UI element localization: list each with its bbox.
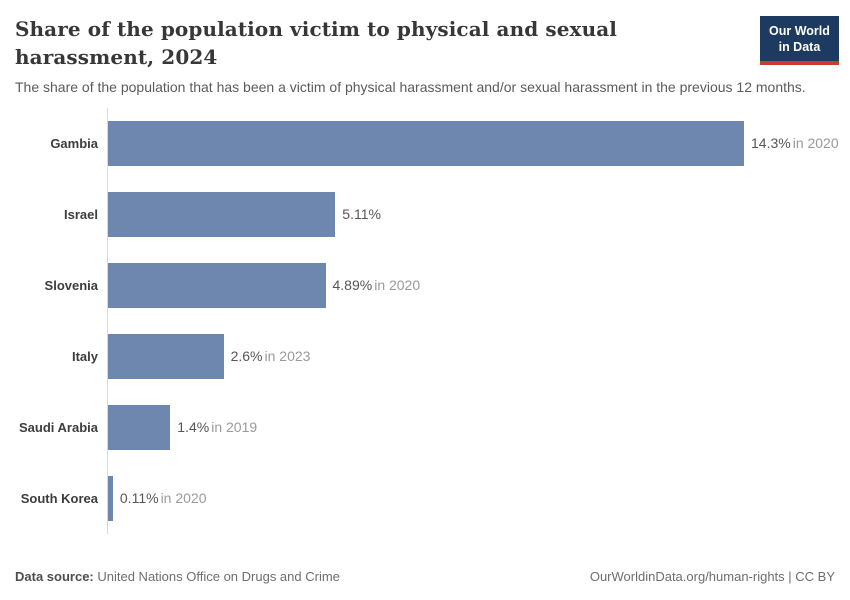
bar-track: 14.3% in 2020 xyxy=(107,107,839,179)
bar[interactable] xyxy=(108,262,326,308)
value-label-group: 0.11% in 2020 xyxy=(120,490,207,506)
bar-track: 5.11% xyxy=(107,178,835,250)
value-label: 4.89% xyxy=(332,277,373,294)
category-label[interactable]: Israel xyxy=(64,206,98,222)
bar-row: Italy 2.6% in 2023 xyxy=(15,320,835,392)
bar-row: Israel 5.11% xyxy=(15,178,835,250)
credit-link[interactable]: OurWorldinData.org/human-rights | CC BY xyxy=(589,569,835,584)
year-label: in 2019 xyxy=(211,419,258,436)
category-label[interactable]: South Korea xyxy=(20,490,98,506)
bar-chart: Gambia 14.3% in 2020 Israel 5.11% Slovenia 4.8… xyxy=(15,107,839,534)
category-label[interactable]: Gambia xyxy=(50,135,98,151)
category-label[interactable]: Slovenia xyxy=(44,277,98,293)
value-label: 0.11% xyxy=(119,490,159,507)
bar[interactable] xyxy=(108,120,744,166)
data-source-value: United Nations Office on Drugs and Crime xyxy=(93,569,340,584)
chart-title: Share of the population victim to physic… xyxy=(15,17,617,69)
owid-logo-line1: Our World xyxy=(769,24,830,38)
bar-track: 1.4% in 2019 xyxy=(107,391,835,463)
year-label: in 2023 xyxy=(264,348,311,365)
year-label: in 2020 xyxy=(374,277,421,294)
owid-logo[interactable]: Our World in Data xyxy=(760,16,839,65)
value-label-group: 14.3% in 2020 xyxy=(751,135,839,151)
data-source: Data source: United Nations Office on Dr… xyxy=(15,569,340,584)
bar-track: 0.11% in 2020 xyxy=(107,462,835,534)
bar[interactable] xyxy=(108,333,224,379)
bar-row: South Korea 0.11% in 2020 xyxy=(15,462,835,534)
value-label: 14.3% xyxy=(751,135,791,152)
footer: Data source: United Nations Office on Dr… xyxy=(15,569,835,584)
bar-row: Saudi Arabia 1.4% in 2019 xyxy=(15,391,835,463)
bar-track: 2.6% in 2023 xyxy=(107,320,835,392)
year-label: in 2020 xyxy=(792,135,839,152)
value-label-group: 1.4% in 2019 xyxy=(177,419,257,435)
bar[interactable] xyxy=(108,475,113,521)
value-label: 2.6% xyxy=(230,348,263,365)
category-label[interactable]: Saudi Arabia xyxy=(19,419,98,435)
value-label: 1.4% xyxy=(177,419,210,436)
chart-subtitle: The share of the population that has bee… xyxy=(15,79,806,96)
value-label-group: 4.89% in 2020 xyxy=(333,277,421,293)
data-source-label: Data source: xyxy=(15,569,94,584)
bar-row: Gambia 14.3% in 2020 xyxy=(15,107,839,179)
category-label[interactable]: Italy xyxy=(71,348,98,364)
value-label-group: 2.6% in 2023 xyxy=(231,348,311,364)
bar[interactable] xyxy=(108,404,171,450)
bar-track: 4.89% in 2020 xyxy=(107,249,835,321)
owid-logo-line2: in Data xyxy=(778,40,821,55)
bar[interactable] xyxy=(108,191,336,237)
title-block: Share of the population victim to physic… xyxy=(15,16,806,97)
year-label: in 2020 xyxy=(160,490,207,507)
header: Share of the population victim to physic… xyxy=(15,16,839,97)
value-label-group: 5.11% xyxy=(342,206,381,222)
value-label: 5.11% xyxy=(342,206,381,223)
bar-row: Slovenia 4.89% in 2020 xyxy=(15,249,835,321)
